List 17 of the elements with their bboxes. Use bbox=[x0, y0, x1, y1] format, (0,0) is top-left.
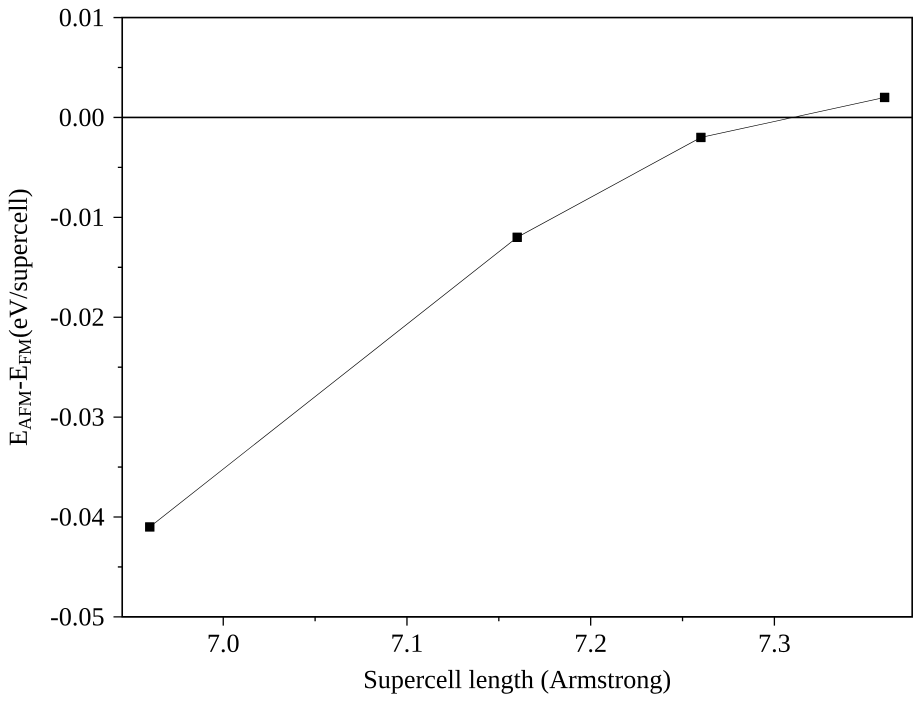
y-axis-title: E$_{AFM}$-E$_{FM}$(eV/supercell) bbox=[8, 189, 32, 445]
x-tick-label: 7.1 bbox=[392, 634, 422, 652]
x-axis-title: Supercell length (Armstrong) bbox=[364, 670, 670, 694]
y-tick-label: -0.04 bbox=[51, 508, 104, 526]
y-tick-label: 0.01 bbox=[60, 8, 103, 26]
point bbox=[145, 522, 154, 532]
y-tick-label: -0.01 bbox=[51, 208, 103, 226]
y-tick-label: 0.00 bbox=[60, 108, 104, 126]
point bbox=[512, 232, 522, 242]
point bbox=[696, 132, 706, 142]
x-tick-label: 7.2 bbox=[576, 634, 606, 652]
point bbox=[880, 92, 890, 102]
y-tick-label: -0.02 bbox=[51, 308, 104, 326]
x-tick-label: 7.3 bbox=[760, 634, 790, 652]
y-tick-label: -0.03 bbox=[51, 408, 104, 426]
y-tick-label: -0.05 bbox=[51, 608, 104, 626]
x-tick-label: 7.0 bbox=[208, 634, 239, 652]
